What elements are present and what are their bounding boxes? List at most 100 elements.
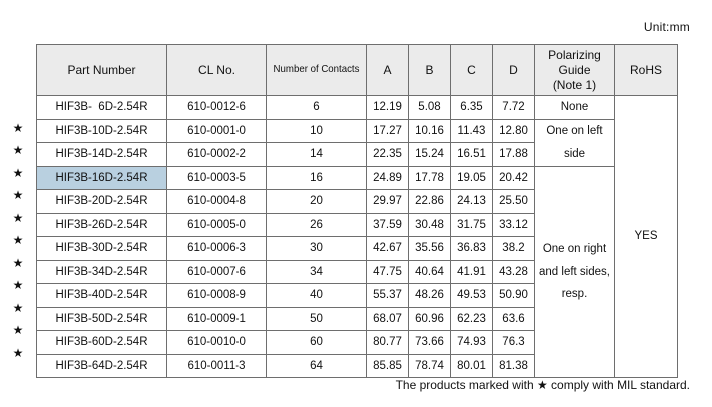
table-row[interactable]: HIF3B-40D-2.54R 610-0008-9 40 55.37 48.26 49.… <box>36 283 678 308</box>
cell-dimension-d: 76.3 <box>492 330 535 355</box>
mil-star-icon: ★ <box>12 233 24 247</box>
cell-dimension-c: 31.75 <box>450 212 493 237</box>
col-header-b[interactable]: B <box>408 44 451 96</box>
cell-dimension-d: 33.12 <box>492 212 535 237</box>
cell-part-number[interactable]: HIF3B-20D-2.54R <box>36 189 167 214</box>
cell-dimension-b: 10.16 <box>408 118 451 143</box>
cell-number-of-contacts: 10 <box>266 118 367 143</box>
cell-polarizing-guide: One on right and left sides, resp. <box>534 165 615 378</box>
cell-number-of-contacts: 20 <box>266 189 367 214</box>
cell-cl-no: 610-0009-1 <box>166 306 267 331</box>
cell-polarizing-guide: One on left side <box>534 118 615 167</box>
cell-dimension-a: 85.85 <box>366 353 409 378</box>
col-header-number-of-contacts[interactable]: Number of Contacts <box>266 44 367 96</box>
cell-dimension-a: 37.59 <box>366 212 409 237</box>
cell-rohs: YES <box>614 95 678 378</box>
cell-part-number[interactable]: HIF3B-30D-2.54R <box>36 236 167 261</box>
part-number-spec-table: Part Number CL No. Number of Contacts A … <box>36 44 678 378</box>
table-header: Part Number CL No. Number of Contacts A … <box>36 44 678 96</box>
table-row[interactable]: HIF3B-16D-2.54R 610-0003-5 16 24.89 17.78 19.… <box>36 165 678 378</box>
cell-cl-no: 610-0005-0 <box>166 212 267 237</box>
table-row[interactable]: HIF3B-64D-2.54R 610-0011-3 64 85.85 78.74 80.… <box>36 353 678 378</box>
cell-dimension-b: 60.96 <box>408 306 451 331</box>
cell-number-of-contacts: 50 <box>266 306 367 331</box>
cell-dimension-d: 50.90 <box>492 283 535 308</box>
cell-number-of-contacts: 34 <box>266 259 367 284</box>
cell-dimension-c: 74.93 <box>450 330 493 355</box>
cell-part-number[interactable]: HIF3B-60D-2.54R <box>36 330 167 355</box>
cell-part-number[interactable]: HIF3B-14D-2.54R <box>36 142 167 167</box>
cell-number-of-contacts: 60 <box>266 330 367 355</box>
cell-part-number[interactable]: HIF3B-50D-2.54R <box>36 306 167 331</box>
mil-star-icon: ★ <box>12 120 24 135</box>
col-header-cl-no[interactable]: CL No. <box>166 44 267 96</box>
spec-table: Part Number CL No. Number of Contacts A … <box>36 44 678 378</box>
cell-dimension-c: 16.51 <box>450 142 493 167</box>
polarizing-guide-title: Polarizing Guide <box>548 47 601 77</box>
cell-cl-no: 610-0011-3 <box>166 353 267 378</box>
cell-dimension-d: 25.50 <box>492 189 535 214</box>
cell-dimension-d: 20.42 <box>492 165 535 190</box>
col-header-c[interactable]: C <box>450 44 493 96</box>
table-row[interactable]: HIF3B-26D-2.54R 610-0005-0 26 37.59 30.48 31.… <box>36 212 678 237</box>
cell-dimension-a: 42.67 <box>366 236 409 261</box>
cell-dimension-b: 15.24 <box>408 142 451 167</box>
mil-star-icon: ★ <box>12 210 24 225</box>
cell-dimension-d: 17.88 <box>492 142 535 167</box>
cell-part-number[interactable]: HIF3B- 6D-2.54R <box>36 95 167 120</box>
cell-part-number[interactable]: HIF3B-16D-2.54R <box>36 165 167 190</box>
cell-dimension-c: 24.13 <box>450 189 493 214</box>
cell-dimension-b: 78.74 <box>408 353 451 378</box>
col-header-polarizing-guide[interactable]: Polarizing Guide (Note 1) <box>534 44 615 96</box>
cell-cl-no: 610-0003-5 <box>166 165 267 190</box>
table-row[interactable]: HIF3B-34D-2.54R 610-0007-6 34 47.75 40.64 41.… <box>36 259 678 284</box>
cell-number-of-contacts: 64 <box>266 353 367 378</box>
cell-number-of-contacts: 30 <box>266 236 367 261</box>
cell-dimension-d: 12.80 <box>492 118 535 143</box>
cell-dimension-a: 47.75 <box>366 259 409 284</box>
cell-dimension-d: 7.72 <box>492 95 535 120</box>
cell-dimension-a: 55.37 <box>366 283 409 308</box>
cell-dimension-b: 35.56 <box>408 236 451 261</box>
mil-star-icon: ★ <box>12 300 24 315</box>
unit-label: Unit:mm <box>643 20 690 34</box>
cell-part-number[interactable]: HIF3B-34D-2.54R <box>36 259 167 284</box>
cell-dimension-c: 49.53 <box>450 283 493 308</box>
cell-number-of-contacts: 26 <box>266 212 367 237</box>
table-row[interactable]: HIF3B-20D-2.54R 610-0004-8 20 29.97 22.86 24.… <box>36 189 678 214</box>
cell-dimension-c: 62.23 <box>450 306 493 331</box>
cell-part-number[interactable]: HIF3B-26D-2.54R <box>36 212 167 237</box>
mil-standard-footnote: The products marked with ★ comply with M… <box>395 378 690 392</box>
cell-number-of-contacts: 14 <box>266 142 367 167</box>
table-row[interactable]: HIF3B-50D-2.54R 610-0009-1 50 68.07 60.96 62.… <box>36 306 678 331</box>
table-row[interactable]: HIF3B-14D-2.54R 610-0002-2 14 22.35 15.24 16.… <box>36 142 678 167</box>
cell-dimension-a: 68.07 <box>366 306 409 331</box>
mil-star-icon: ★ <box>12 255 24 270</box>
table-row[interactable]: HIF3B- 6D-2.54R 610-0012-6 6 12.19 5.08 6.35 7… <box>36 95 678 378</box>
cell-polarizing-guide: None <box>534 95 615 120</box>
cell-dimension-d: 63.6 <box>492 306 535 331</box>
cell-dimension-b: 5.08 <box>408 95 451 120</box>
col-header-part-number[interactable]: Part Number <box>36 44 167 96</box>
cell-dimension-b: 22.86 <box>408 189 451 214</box>
mil-star-icon: ★ <box>12 165 24 180</box>
cell-part-number[interactable]: HIF3B-64D-2.54R <box>36 353 167 378</box>
cell-cl-no: 610-0008-9 <box>166 283 267 308</box>
col-header-d[interactable]: D <box>492 44 535 96</box>
col-header-a[interactable]: A <box>366 44 409 96</box>
cell-number-of-contacts: 40 <box>266 283 367 308</box>
mil-star-icon: ★ <box>12 188 24 202</box>
cell-part-number[interactable]: HIF3B-40D-2.54R <box>36 283 167 308</box>
table-row[interactable]: HIF3B-10D-2.54R 610-0001-0 10 17.27 10.16 11.… <box>36 118 678 167</box>
cell-part-number[interactable]: HIF3B-10D-2.54R <box>36 118 167 143</box>
cell-dimension-a: 80.77 <box>366 330 409 355</box>
col-header-rohs[interactable]: RoHS <box>614 44 678 96</box>
cell-cl-no: 610-0007-6 <box>166 259 267 284</box>
polarizing-guide-note: (Note 1) <box>552 77 597 92</box>
cell-dimension-d: 81.38 <box>492 353 535 378</box>
table-row[interactable]: HIF3B-30D-2.54R 610-0006-3 30 42.67 35.56 36.… <box>36 236 678 261</box>
table-row[interactable]: HIF3B-60D-2.54R 610-0010-0 60 80.77 73.66 74.… <box>36 330 678 355</box>
cell-dimension-b: 40.64 <box>408 259 451 284</box>
cell-dimension-a: 17.27 <box>366 118 409 143</box>
mil-star-icon: ★ <box>12 143 24 157</box>
